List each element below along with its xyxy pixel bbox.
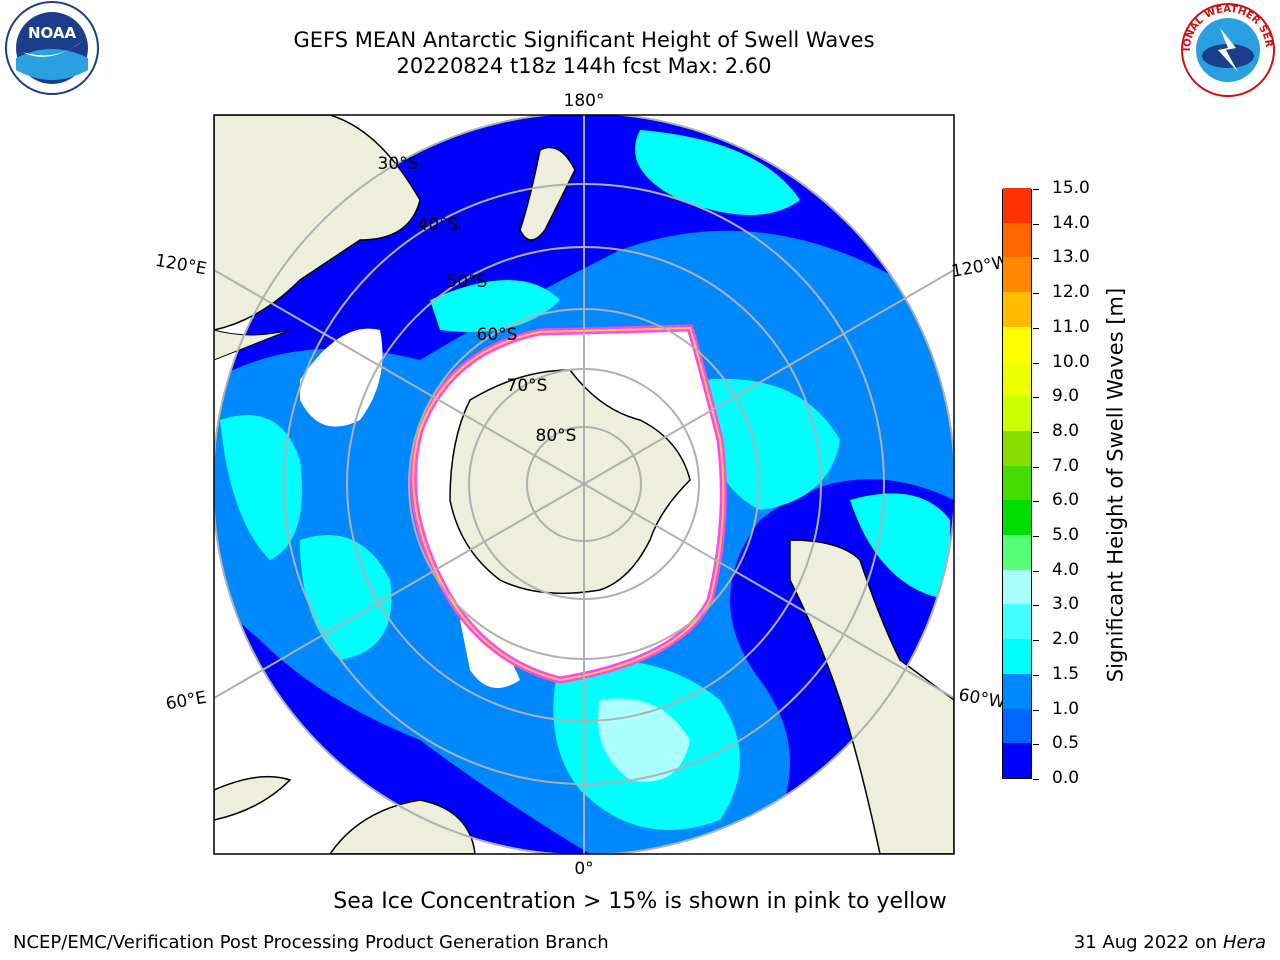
- colorbar-tick-label: 12.0: [1052, 282, 1090, 303]
- colorbar-tick: [1033, 397, 1039, 399]
- lon-label-top: 180°: [564, 91, 605, 111]
- lon-label-bottom: 0°: [574, 859, 593, 879]
- swell-patch-south-peak: [598, 698, 690, 782]
- colorbar-segment: [1003, 222, 1031, 258]
- colorbar-tick: [1033, 709, 1039, 711]
- colorbar-segment: [1003, 742, 1031, 778]
- colorbar-tick-label: 15.0: [1052, 178, 1090, 198]
- colorbar-segment: [1003, 326, 1031, 362]
- colorbar-tick: [1033, 674, 1039, 676]
- colorbar-segment: [1003, 361, 1031, 397]
- colorbar-tick-label: 1.0: [1052, 698, 1080, 719]
- colorbar-segment: [1003, 499, 1031, 536]
- lon-label-lower-right: 60°W: [957, 685, 1007, 713]
- noaa-logo-text: NOAA: [28, 24, 77, 42]
- australia: [214, 115, 421, 331]
- colorbar-tick-label: 13.0: [1052, 247, 1090, 268]
- footer-date: 31 Aug 2022 on Hera: [1074, 932, 1266, 953]
- nws-logo: NATIONAL WEATHER SERVICE: [1176, 0, 1275, 97]
- colorbar-tick: [1033, 223, 1039, 225]
- colorbar-tick: [1033, 466, 1039, 468]
- colorbar-tick-label: 0.5: [1052, 733, 1080, 754]
- colorbar-tick: [1033, 570, 1039, 572]
- chart-subtitle: 20220824 t18z 144h fcst Max: 2.60: [396, 54, 772, 78]
- south-america: [789, 539, 954, 854]
- colorbar-tick-label: 4.0: [1052, 559, 1080, 580]
- colorbar-tick: [1033, 258, 1039, 260]
- sea-ice-caption: Sea Ice Concentration > 15% is shown in …: [333, 889, 947, 914]
- colorbar-tick-label: 1.5: [1052, 663, 1080, 684]
- map-frame: [213, 114, 955, 855]
- colorbar-segment: [1003, 638, 1031, 674]
- colorbar-segment: [1003, 395, 1031, 431]
- colorbar-segment: [1003, 673, 1031, 709]
- colorbar-segment: [1003, 569, 1031, 605]
- swell-patch-north: [635, 130, 800, 215]
- colorbar-tick-label: 6.0: [1052, 490, 1080, 511]
- colorbar-tick: [1033, 189, 1039, 190]
- colorbar-tick: [1033, 327, 1039, 329]
- colorbar-tick: [1033, 293, 1039, 295]
- colorbar: [1002, 187, 1032, 779]
- lat-label-60: 60°S: [477, 325, 518, 345]
- lat-label-50: 50°S: [447, 272, 488, 292]
- colorbar-tick-label: 2.0: [1052, 629, 1080, 650]
- new-zealand: [519, 146, 576, 241]
- lat-label-30: 30°S: [378, 154, 419, 174]
- colorbar-tick-label: 9.0: [1052, 386, 1080, 407]
- colorbar-segment: [1003, 534, 1031, 570]
- swell-patch-far-east: [850, 493, 950, 600]
- colorbar-segment: [1003, 187, 1031, 223]
- colorbar-segment: [1003, 256, 1031, 293]
- madagascar: [214, 775, 292, 821]
- lat-label-70: 70°S: [507, 376, 548, 396]
- meridian-60e-120w: [214, 269, 954, 699]
- australia-west: [214, 329, 291, 361]
- chart-title: GEFS MEAN Antarctic Significant Height o…: [293, 28, 875, 52]
- colorbar-tick: [1033, 744, 1039, 746]
- noaa-logo: NOAA: [5, 1, 99, 95]
- lon-label-upper-left: 120°E: [154, 251, 208, 280]
- colorbar-tick-label: 7.0: [1052, 455, 1080, 476]
- colorbar-tick-label: 5.0: [1052, 525, 1080, 546]
- colorbar-tick-label: 0.0: [1052, 768, 1080, 788]
- lat-label-80: 80°S: [536, 426, 577, 446]
- swell-patch-west: [220, 415, 302, 560]
- colorbar-tick: [1033, 640, 1039, 642]
- swell-patch-east: [700, 378, 840, 510]
- ice-patch-southwest: [460, 620, 520, 688]
- sea-ice-edge: [412, 326, 725, 682]
- colorbar-tick: [1033, 605, 1039, 607]
- colorbar-tick: [1033, 431, 1039, 433]
- colorbar-segment: [1003, 708, 1031, 744]
- lat-label-40: 40°S: [418, 215, 459, 235]
- colorbar-tick-label: 3.0: [1052, 594, 1080, 615]
- colorbar-segment: [1003, 603, 1031, 640]
- lon-label-lower-left: 60°E: [164, 688, 208, 715]
- colorbar-segment: [1003, 291, 1031, 327]
- graticule: [214, 115, 954, 854]
- footer-credit: NCEP/EMC/Verification Post Processing Pr…: [13, 932, 609, 953]
- colorbar-segment: [1003, 430, 1031, 466]
- africa: [329, 799, 476, 854]
- colorbar-title: Significant Height of Swell Waves [m]: [1103, 287, 1128, 683]
- colorbar-tick-label: 14.0: [1052, 212, 1090, 233]
- footer-date-text: 31 Aug 2022 on: [1073, 932, 1218, 953]
- colorbar-tick-label: 11.0: [1052, 316, 1090, 337]
- colorbar-tick: [1033, 362, 1039, 364]
- colorbar-tick: [1033, 779, 1039, 780]
- colorbar-tick-label: 8.0: [1052, 420, 1080, 441]
- colorbar-tick: [1033, 536, 1039, 538]
- colorbar-tick-label: 10.0: [1052, 351, 1090, 372]
- colorbar-tick: [1033, 501, 1039, 503]
- swell-patch-southwest: [300, 535, 392, 660]
- footer-host: Hera: [1222, 932, 1266, 953]
- colorbar-segment: [1003, 465, 1031, 501]
